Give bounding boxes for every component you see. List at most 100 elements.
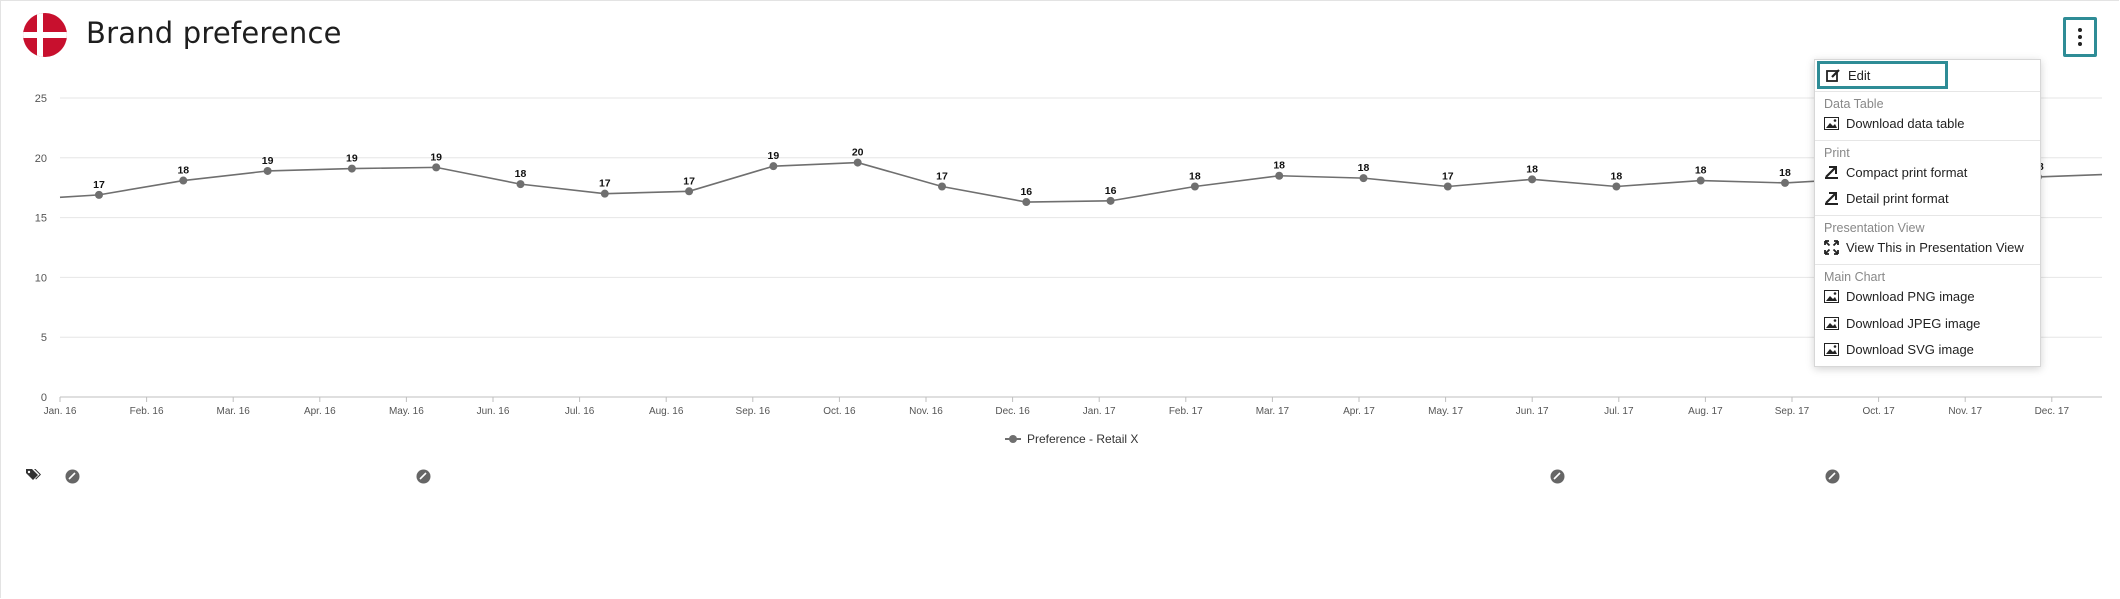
data-label: 18 [177, 165, 189, 177]
annotation-marker-icon[interactable] [1825, 469, 1840, 484]
x-tick-label: Jul. 16 [565, 406, 595, 417]
data-point [1528, 175, 1537, 184]
menu-item-download-data-table[interactable]: Download data table [1823, 112, 2033, 134]
y-tick-label: 25 [35, 93, 47, 105]
x-tick-label: May. 16 [389, 406, 424, 417]
y-tick-label: 20 [35, 153, 47, 165]
menu-item-edit[interactable]: Edit [1817, 61, 1948, 89]
x-tick-label: Oct. 16 [823, 406, 856, 417]
print-export-icon [1823, 164, 1839, 180]
data-label: 18 [1695, 165, 1707, 177]
menu-divider [1815, 264, 2040, 265]
x-tick-label: Jan. 17 [1083, 406, 1116, 417]
data-point [263, 166, 272, 175]
tags-icon[interactable] [25, 468, 41, 482]
menu-item-presentation-view[interactable]: View This in Presentation View [1823, 236, 2033, 258]
image-icon [1823, 288, 1839, 304]
data-label: 18 [1273, 160, 1285, 172]
menu-item-label: Download SVG image [1846, 341, 1974, 357]
data-point [1443, 182, 1452, 191]
menu-item-label: View This in Presentation View [1846, 239, 2024, 255]
x-tick-label: Jun. 17 [1516, 406, 1549, 417]
data-label: 17 [93, 179, 105, 191]
data-label: 16 [1020, 186, 1032, 198]
menu-item-label: Edit [1848, 67, 1871, 83]
data-point [516, 180, 525, 189]
x-tick-label: Dec. 17 [2035, 406, 2070, 417]
legend-label: Preference - Retail X [1027, 432, 1139, 446]
x-tick-label: Mar. 16 [217, 406, 251, 417]
series-line [59, 161, 2103, 203]
annotation-marker-icon[interactable] [1550, 469, 1565, 484]
data-point [685, 187, 694, 196]
x-tick-label: Sep. 17 [1775, 406, 1810, 417]
y-tick-label: 0 [41, 392, 47, 404]
menu-heading: Data Table [1824, 97, 1884, 111]
menu-item-download-jpeg[interactable]: Download JPEG image [1823, 312, 2033, 334]
menu-divider [1815, 91, 2040, 92]
menu-heading: Presentation View [1824, 221, 1925, 235]
data-label: 18 [1611, 171, 1623, 183]
x-tick-label: Aug. 17 [1688, 406, 1723, 417]
data-label: 17 [936, 171, 948, 183]
data-point [600, 189, 609, 198]
data-label: 18 [1526, 163, 1538, 175]
page-title: Brand preference [86, 16, 342, 50]
data-point [432, 163, 441, 172]
data-label: 18 [515, 168, 527, 180]
legend-marker [1005, 434, 1021, 444]
x-tick-label: Sep. 16 [736, 406, 771, 417]
menu-item-label: Compact print format [1846, 164, 1968, 180]
data-point [769, 162, 778, 171]
x-tick-label: May. 17 [1428, 406, 1463, 417]
x-tick-label: Dec. 16 [995, 406, 1030, 417]
data-point [95, 190, 103, 199]
vertical-ellipsis-icon-dot [2078, 35, 2082, 39]
menu-divider [1815, 215, 2040, 216]
x-tick-label: Apr. 17 [1343, 406, 1375, 417]
data-point [938, 182, 946, 191]
x-tick-label: Jul. 17 [1604, 406, 1634, 417]
x-tick-label: Feb. 17 [1169, 406, 1203, 417]
data-point [1612, 182, 1621, 191]
x-tick-label: Apr. 16 [304, 406, 336, 417]
data-point [1190, 182, 1199, 191]
image-icon [1823, 341, 1839, 357]
line-chart: 0 5 10 15 20 25 Jan. 16 Feb. 16 Mar. 16 Apr. 16 M… [35, 93, 2103, 417]
data-label: 20 [852, 147, 864, 159]
data-point [1106, 196, 1115, 205]
x-tick-label: Aug. 16 [649, 406, 684, 417]
data-point [1022, 198, 1031, 207]
menu-item-download-png[interactable]: Download PNG image [1823, 285, 2033, 307]
x-tick-label: Nov. 17 [1948, 406, 1982, 417]
y-axis: 0 5 10 15 20 25 [35, 93, 47, 404]
menu-item-detail-print[interactable]: Detail print format [1823, 187, 2033, 209]
chart-menu-button[interactable] [2063, 17, 2097, 57]
data-label: 16 [1105, 185, 1117, 197]
annotation-marker-icon[interactable] [65, 469, 80, 484]
x-tick-label: Mar. 17 [1256, 406, 1290, 417]
series-points [95, 158, 2042, 207]
menu-item-compact-print[interactable]: Compact print format [1823, 161, 2033, 183]
x-tick-label: Nov. 16 [909, 406, 943, 417]
menu-item-download-svg[interactable]: Download SVG image [1823, 338, 2033, 360]
y-tick-label: 15 [35, 213, 47, 225]
data-point [853, 158, 862, 167]
x-tick-label: Jan. 16 [44, 406, 77, 417]
data-label: 17 [1442, 171, 1454, 183]
x-tick-label: Oct. 17 [1862, 406, 1895, 417]
menu-item-label: Download JPEG image [1846, 315, 1981, 331]
data-point [179, 176, 188, 185]
edit-icon [1825, 67, 1841, 83]
vertical-ellipsis-icon [2078, 28, 2082, 32]
menu-divider [1815, 140, 2040, 141]
chart-legend[interactable]: Preference - Retail X [1005, 432, 1138, 446]
x-tick-label: Feb. 16 [130, 406, 164, 417]
menu-item-label: Download PNG image [1846, 288, 1975, 304]
menu-heading: Main Chart [1824, 270, 1886, 284]
annotation-marker-icon[interactable] [416, 469, 431, 484]
data-label: 19 [430, 151, 442, 163]
data-label: 17 [683, 175, 695, 187]
x-axis: Jan. 16 Feb. 16 Mar. 16 Apr. 16 May. 16 Jun. … [44, 397, 2070, 417]
